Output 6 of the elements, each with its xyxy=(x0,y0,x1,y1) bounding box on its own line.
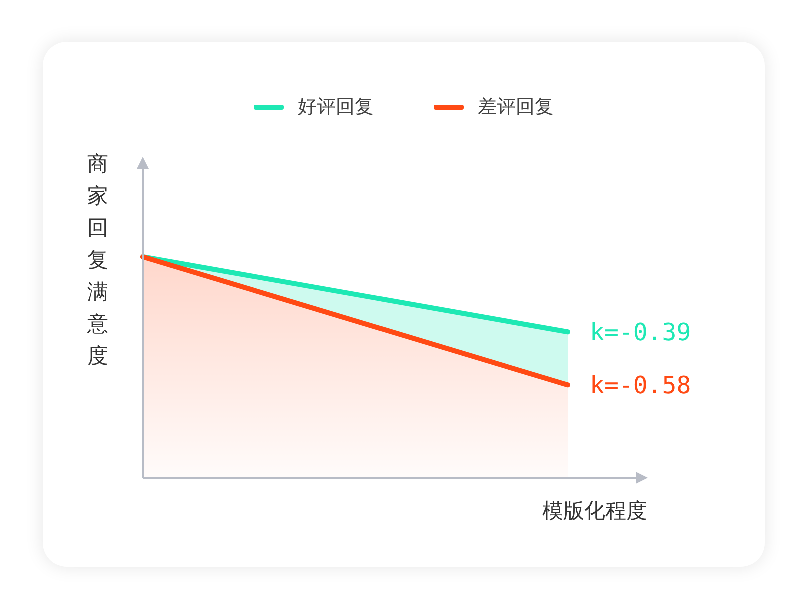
x-axis-title: 模版化程度 xyxy=(542,498,648,525)
legend-label: 好评回复 xyxy=(298,95,374,120)
annotation: k=-0.58 xyxy=(590,371,692,400)
legend-label: 差评回复 xyxy=(478,95,554,120)
annotation: k=-0.39 xyxy=(590,318,692,346)
y-axis-title: 商家回复满意度 xyxy=(86,151,110,370)
